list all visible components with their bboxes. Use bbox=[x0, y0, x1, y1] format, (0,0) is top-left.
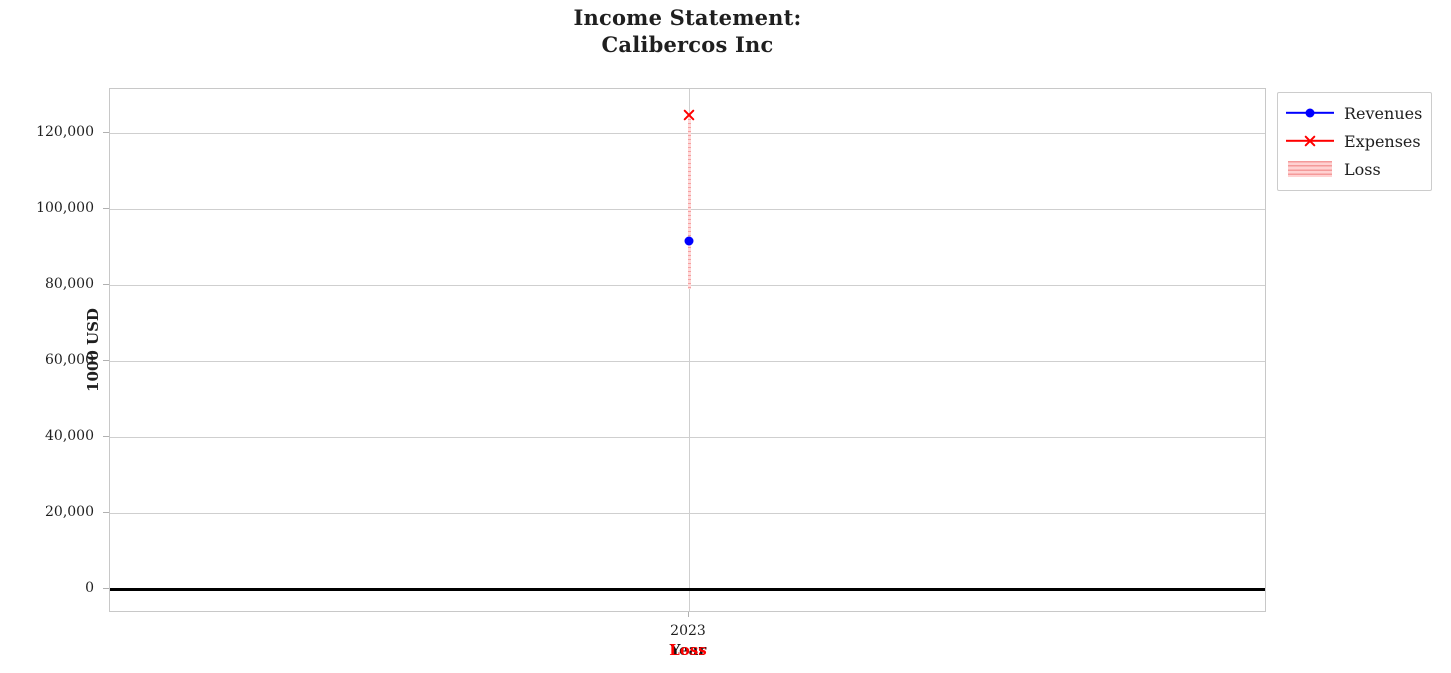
y-tick-mark-100000 bbox=[103, 208, 109, 209]
legend-item-loss: Loss bbox=[1286, 155, 1422, 183]
y-tick-label-120000: 120,000 bbox=[36, 124, 94, 140]
legend-item-expenses: Expenses bbox=[1286, 127, 1422, 155]
y-tick-mark-20000 bbox=[103, 512, 109, 513]
legend-item-revenues: Revenues bbox=[1286, 99, 1422, 127]
chart-title-line-2: Calibercos Inc bbox=[601, 32, 774, 57]
loss-annotation-label: Loss bbox=[669, 641, 707, 659]
y-tick-mark-120000 bbox=[103, 132, 109, 133]
loss-hatched-patch-icon bbox=[1286, 159, 1334, 179]
y-tick-label-80000: 80,000 bbox=[45, 276, 94, 292]
plot-area bbox=[109, 88, 1266, 612]
y-tick-label-60000: 60,000 bbox=[45, 352, 94, 368]
y-tick-mark-40000 bbox=[103, 436, 109, 437]
gridline-2023 bbox=[689, 89, 690, 611]
legend-label-loss: Loss bbox=[1344, 159, 1381, 179]
y-tick-mark-0 bbox=[103, 588, 109, 589]
x-tick-mark-2023 bbox=[688, 612, 689, 617]
x-axis-label: Year bbox=[669, 641, 707, 659]
zero-reference-line bbox=[110, 588, 1265, 591]
revenues-data-point-2023 bbox=[684, 236, 694, 246]
loss-fill-band bbox=[688, 115, 691, 289]
y-tick-label-40000: 40,000 bbox=[45, 428, 94, 444]
gridline-60000 bbox=[110, 361, 1265, 362]
x-tick-label-2023: 2023 bbox=[670, 623, 706, 639]
expenses-line-x-icon bbox=[1286, 131, 1334, 151]
y-tick-mark-60000 bbox=[103, 360, 109, 361]
chart-title-line-1: Income Statement: bbox=[573, 5, 802, 30]
chart-legend: Revenues Expenses Loss bbox=[1277, 92, 1433, 191]
chart-title: Income Statement: Calibercos Inc bbox=[109, 4, 1266, 58]
legend-label-expenses: Expenses bbox=[1344, 131, 1421, 151]
gridline-80000 bbox=[110, 285, 1265, 286]
gridline-120000 bbox=[110, 133, 1265, 134]
y-axis-label: 1000 USD bbox=[84, 308, 102, 392]
y-tick-label-0: 0 bbox=[85, 580, 94, 596]
expenses-data-point-2023 bbox=[683, 109, 696, 122]
gridline-40000 bbox=[110, 437, 1265, 438]
legend-label-revenues: Revenues bbox=[1344, 103, 1423, 123]
y-tick-mark-80000 bbox=[103, 284, 109, 285]
gridline-100000 bbox=[110, 209, 1265, 210]
y-tick-label-100000: 100,000 bbox=[36, 200, 94, 216]
y-tick-label-20000: 20,000 bbox=[45, 504, 94, 520]
gridline-20000 bbox=[110, 513, 1265, 514]
revenues-line-circle-icon bbox=[1286, 103, 1334, 123]
